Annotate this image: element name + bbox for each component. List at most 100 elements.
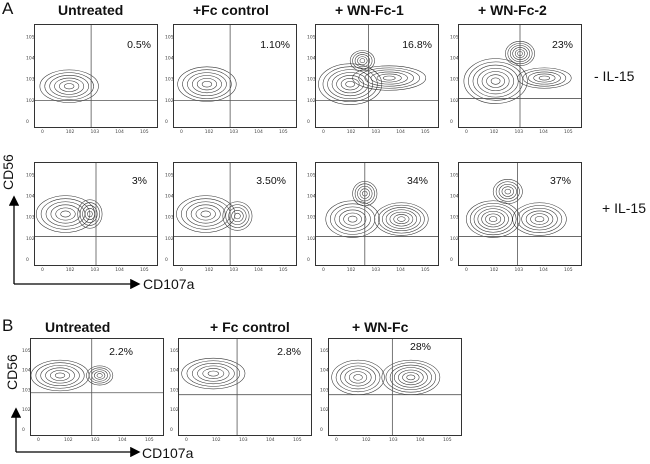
contour-line (477, 68, 515, 95)
x-tick-label: 105 (279, 267, 288, 273)
y-tick-label: 104 (165, 56, 174, 62)
contour-line (385, 362, 437, 393)
x-tick-label: 104 (266, 437, 275, 443)
x-tick-label: 105 (443, 437, 452, 443)
contour-line (64, 83, 75, 90)
contour-line (84, 208, 96, 220)
x-tick-label: 102 (362, 437, 371, 443)
x-tick-label: 104 (539, 129, 548, 135)
contour-line (322, 66, 378, 102)
x-tick-label: 103 (389, 437, 398, 443)
contour-line (370, 71, 408, 85)
plot-a-r1-untreated: 0 0 102 102 103 103 104 104 105 105 0.5% (26, 24, 158, 135)
quadrant-percent: 2.2% (109, 346, 133, 358)
quadrant-percent: 34% (406, 175, 428, 187)
contour-line (176, 195, 236, 233)
x-tick-label: 105 (145, 437, 154, 443)
x-tick-label: 102 (347, 129, 356, 135)
x-tick-label: 103 (91, 437, 100, 443)
contour-line (190, 204, 221, 224)
row-label-minus-il15: - IL-15 (594, 68, 635, 84)
plot-a-r2-wn-fc-1-svg: 0 0 102 102 103 103 104 104 105 105 (307, 163, 438, 273)
y-tick-label: 102 (307, 236, 316, 242)
contour-line (469, 203, 517, 236)
x-tick-label: 102 (205, 129, 214, 135)
contour-line (77, 199, 103, 229)
y-tick-label: 104 (320, 368, 329, 374)
contour-line (331, 359, 385, 395)
y-tick-label: 103 (22, 387, 31, 393)
contour-line (374, 202, 429, 236)
y-tick-label: 103 (450, 215, 459, 221)
contour-line (364, 69, 414, 87)
y-tick-label: 105 (320, 348, 329, 354)
y-tick-label: 103 (26, 215, 35, 221)
x-tick-label: 105 (564, 267, 573, 273)
y-tick-label: 0 (165, 119, 168, 125)
contour-line (343, 212, 362, 226)
col-title-wn-fc-2: + WN-Fc-2 (478, 2, 547, 18)
quadrant-percent: 3% (131, 175, 147, 187)
contour-line (481, 71, 510, 91)
quadrant-percent: 2.8% (277, 346, 301, 358)
y-tick-label: 0 (320, 427, 323, 433)
contour-line (201, 80, 213, 88)
y-tick-label: 105 (170, 348, 179, 354)
x-tick-label: 105 (421, 267, 430, 273)
x-tick-label: 104 (254, 267, 263, 273)
contour-line (40, 198, 91, 230)
y-tick-label: 104 (450, 194, 459, 200)
x-tick-label: 104 (416, 437, 425, 443)
col-title-wn-fc-1: + WN-Fc-1 (335, 2, 404, 18)
contour-line (234, 212, 241, 220)
contour-line (495, 181, 520, 202)
contour-line (512, 202, 567, 236)
y-tick-label: 104 (22, 368, 31, 374)
contour-line (492, 179, 523, 205)
contour-line (231, 210, 244, 223)
contour-line (331, 72, 369, 97)
contour-line (530, 213, 549, 225)
contour-line (486, 74, 505, 88)
panel-b-x-axis-label: CD107a (142, 445, 194, 461)
contour-line (344, 368, 372, 387)
quadrant-percent: 0.5% (127, 39, 151, 51)
x-tick-label: 0 (335, 437, 338, 443)
col-title-untreated: Untreated (58, 2, 124, 18)
panel-b-letter: B (2, 316, 14, 335)
contour-line (538, 75, 551, 81)
contour-line (54, 372, 66, 379)
y-tick-label: 104 (450, 56, 459, 62)
y-tick-label: 102 (165, 236, 174, 242)
x-tick-label: 102 (490, 267, 499, 273)
y-tick-label: 105 (26, 34, 35, 40)
contour-line (393, 367, 428, 388)
y-tick-label: 105 (450, 34, 459, 40)
contour-line (402, 372, 420, 383)
contour-line (522, 69, 567, 87)
plot-b-fc-control-svg: 0 0 102 102 103 103 104 104 105 105 (170, 339, 311, 443)
contour-line (192, 75, 222, 94)
y-tick-label: 0 (450, 119, 453, 125)
contour-line (382, 75, 396, 81)
x-tick-label: 104 (254, 129, 263, 135)
y-tick-label: 0 (26, 119, 29, 125)
contour-line (525, 210, 554, 228)
y-tick-label: 105 (26, 172, 35, 178)
panel-a-x-axis-label: CD107a (143, 276, 195, 292)
y-tick-label: 103 (26, 77, 35, 83)
y-tick-label: 104 (26, 56, 35, 62)
x-tick-label: 0 (322, 129, 325, 135)
y-tick-label: 104 (165, 194, 174, 200)
contour-line (181, 357, 246, 390)
contour-line (177, 66, 237, 102)
contour-line (195, 207, 216, 221)
contour-line (207, 370, 219, 377)
quadrant-percent: 23% (551, 39, 573, 51)
b-col-title-untreated: Untreated (45, 319, 111, 335)
contour-line (381, 207, 421, 232)
plot-b-untreated-svg: 0 0 102 102 103 103 104 104 105 105 (22, 339, 163, 443)
x-tick-label: 0 (322, 267, 325, 273)
y-tick-label: 104 (26, 194, 35, 200)
y-tick-label: 103 (307, 77, 316, 83)
